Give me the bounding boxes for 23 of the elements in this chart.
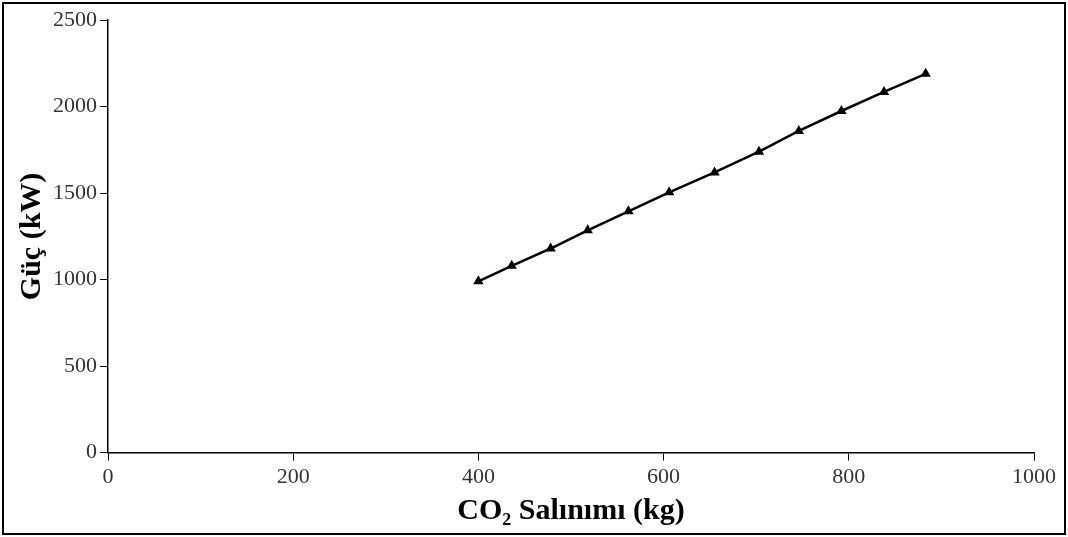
y-tick-label: 1000 [53,265,97,291]
point [709,166,720,176]
point [545,242,556,252]
x-tick-label: 800 [832,462,866,488]
point [920,67,931,77]
point [473,275,484,285]
point [623,205,634,215]
x-tick-label: 200 [276,462,310,488]
point [793,124,804,134]
y-tick-label: 0 [86,438,97,464]
x-tick-label: 1000 [1012,462,1056,488]
y-tick-label: 2000 [53,92,97,118]
y-axis-title: Güç (kW) [12,172,47,301]
x-axis-title: CO₂ Salınımı (kg) [457,491,685,526]
x-tick-label: 600 [647,462,681,488]
point [836,105,847,114]
point [663,186,675,196]
y-tick-label: 2500 [53,5,97,31]
point [506,259,517,269]
y-tick-label: 1500 [53,178,97,204]
x-tick-label: 400 [461,462,495,488]
x-tick-label: 0 [102,462,114,488]
y-tick-label: 500 [64,351,97,377]
